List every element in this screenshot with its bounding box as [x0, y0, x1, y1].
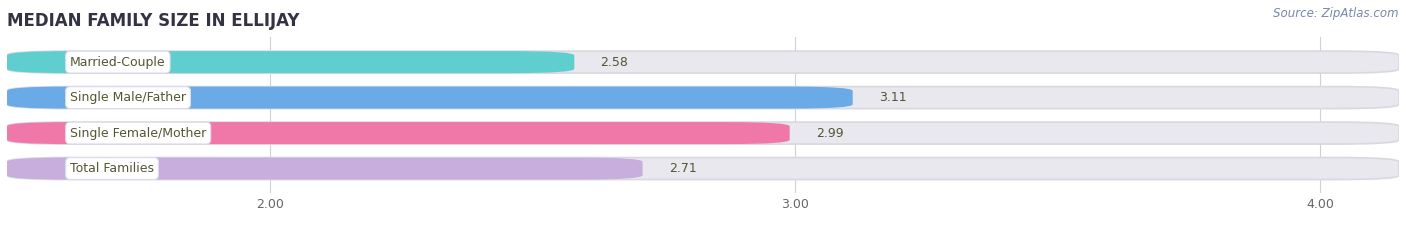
Text: Single Male/Father: Single Male/Father	[70, 91, 186, 104]
Text: 2.58: 2.58	[600, 56, 628, 69]
Text: Total Families: Total Families	[70, 162, 155, 175]
Text: Single Female/Mother: Single Female/Mother	[70, 127, 207, 140]
Text: MEDIAN FAMILY SIZE IN ELLIJAY: MEDIAN FAMILY SIZE IN ELLIJAY	[7, 12, 299, 30]
Text: Source: ZipAtlas.com: Source: ZipAtlas.com	[1274, 7, 1399, 20]
FancyBboxPatch shape	[7, 87, 852, 109]
Text: 2.99: 2.99	[815, 127, 844, 140]
Text: 3.11: 3.11	[879, 91, 907, 104]
Text: Married-Couple: Married-Couple	[70, 56, 166, 69]
FancyBboxPatch shape	[7, 122, 790, 144]
FancyBboxPatch shape	[7, 51, 1399, 73]
FancyBboxPatch shape	[7, 158, 1399, 180]
FancyBboxPatch shape	[7, 87, 1399, 109]
Text: 2.71: 2.71	[669, 162, 696, 175]
FancyBboxPatch shape	[7, 51, 574, 73]
FancyBboxPatch shape	[7, 158, 643, 180]
FancyBboxPatch shape	[7, 122, 1399, 144]
